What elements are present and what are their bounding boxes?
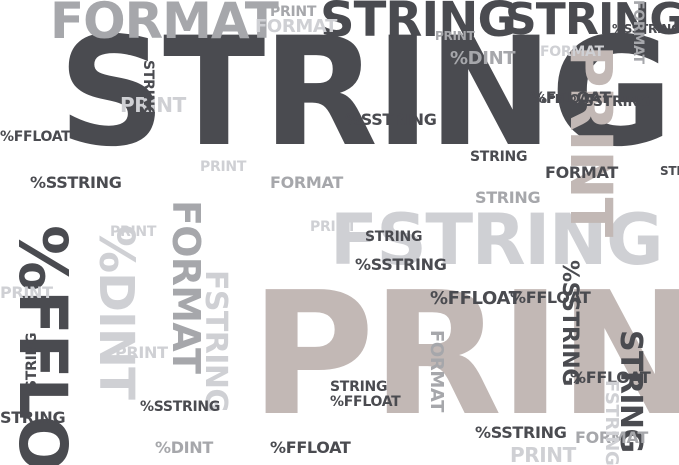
- word-ffloat: %FFLOAT: [535, 92, 596, 106]
- word-print: PRINT: [310, 219, 357, 235]
- word-string: STRING: [330, 379, 388, 395]
- word-ffloat: %FFLOAT: [430, 288, 521, 309]
- word-sstring: %SSTRING: [475, 423, 567, 442]
- word-print: PRINT: [200, 159, 247, 175]
- word-sstring: %SSTRING: [140, 399, 221, 415]
- word-sstring: %SSTRING: [570, 94, 651, 110]
- word-string: STRING: [505, 0, 679, 45]
- word-print: PRINT: [120, 93, 186, 117]
- word-string: STRING: [365, 229, 423, 245]
- word-print: PRINT: [110, 224, 157, 240]
- word-format: FORMAT: [540, 44, 604, 60]
- word-sstring: %SSTRING: [557, 260, 582, 386]
- word-string: STRING: [24, 332, 40, 390]
- word-fstring: FSTRING: [198, 270, 233, 413]
- word-fstring: FSTRING: [330, 199, 664, 281]
- word-sstring: %SSTRING: [612, 22, 679, 36]
- word-string: STRING: [320, 0, 517, 48]
- word-string: STRING: [660, 164, 679, 178]
- word-ffloat: %FFLOAT: [530, 88, 611, 107]
- word-format: FORMAT: [50, 0, 279, 50]
- word-format: FORMAT: [630, 0, 646, 64]
- word-sstring: %SSTRING: [30, 173, 122, 192]
- word-string: STRING: [475, 188, 541, 207]
- word-print: PRINT: [0, 283, 53, 302]
- word-dint: %DINT: [450, 48, 516, 69]
- word-string: STRING: [470, 149, 528, 165]
- word-sstring: %SSTRING: [345, 110, 437, 129]
- word-string: STRING: [58, 6, 673, 180]
- word-print: PRINT: [250, 256, 679, 454]
- word-print: PRINT: [270, 4, 317, 20]
- word-sstring: %SSTRING: [355, 255, 447, 274]
- word-string: STRING: [0, 408, 66, 427]
- word-print: PRINT: [557, 45, 625, 237]
- word-print: PRINT: [115, 343, 168, 362]
- word-print: PRINT: [435, 29, 475, 43]
- word-format: FORMAT: [575, 428, 648, 447]
- word-ffloat: %FFLOAT: [4, 225, 81, 465]
- word-dint: %DINT: [88, 225, 144, 399]
- word-ffloat: %FFLOAT: [510, 288, 591, 307]
- word-ffloat: %FFLOAT: [570, 368, 651, 387]
- word-print: PRINT: [510, 443, 576, 465]
- word-ffloat: %FFLOAT: [270, 438, 351, 457]
- word-string: STRING: [140, 60, 156, 118]
- word-format: FORMAT: [426, 330, 447, 413]
- word-format: FORMAT: [545, 163, 618, 182]
- word-format: FORMAT: [255, 16, 338, 37]
- word-ffloat: %FFLOAT: [0, 129, 71, 145]
- word-dint: %DINT: [155, 438, 213, 457]
- word-ffloat: %FFLOAT: [330, 394, 401, 410]
- word-fstring: FSTRING: [601, 380, 622, 465]
- word-format: FORMAT: [270, 173, 343, 192]
